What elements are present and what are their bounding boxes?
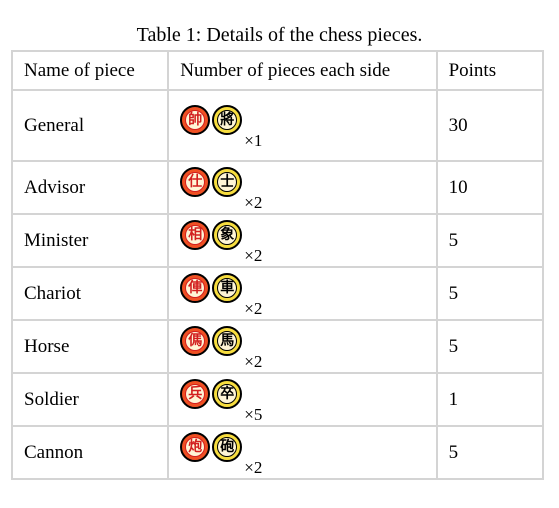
piece-points: 1 — [435, 372, 545, 427]
black-piece-icon: 士 — [212, 166, 243, 197]
black-piece-icon: 馬 — [212, 325, 243, 356]
piece-count: 俥車 ×2 — [167, 266, 438, 321]
header-name: Name of piece — [10, 50, 170, 91]
piece-name: Horse — [10, 319, 170, 374]
piece-points: 5 — [435, 425, 545, 480]
black-piece-icon: 砲 — [212, 431, 243, 462]
piece-multiplier: ×2 — [244, 192, 263, 212]
red-piece-icon: 兵 — [180, 378, 211, 409]
red-piece-icon: 相 — [180, 219, 211, 250]
piece-multiplier: ×2 — [244, 351, 263, 371]
black-piece-icon: 車 — [212, 272, 243, 303]
piece-count: 仕士 ×2 — [167, 160, 438, 215]
table-row: Minister 相象 ×2 5 — [10, 213, 545, 268]
piece-count: 帥將 ×1 — [167, 89, 438, 162]
piece-name: Chariot — [10, 266, 170, 321]
piece-name: Soldier — [10, 372, 170, 427]
red-piece-icon: 仕 — [180, 166, 211, 197]
piece-count: 傌馬 ×2 — [167, 319, 438, 374]
red-piece-icon: 俥 — [180, 272, 211, 303]
header-count: Number of pieces each side — [167, 50, 438, 91]
piece-name: Cannon — [10, 425, 170, 480]
red-piece-icon: 帥 — [180, 104, 211, 135]
header-points: Points — [435, 50, 545, 91]
piece-count: 炮砲 ×2 — [167, 425, 438, 480]
piece-points: 5 — [435, 213, 545, 268]
black-piece-icon: 卒 — [212, 378, 243, 409]
piece-count: 相象 ×2 — [167, 213, 438, 268]
table-row: Chariot 俥車 ×2 5 — [10, 266, 545, 321]
piece-points: 30 — [435, 89, 545, 162]
black-piece-icon: 將 — [212, 104, 243, 135]
chess-pieces-table: Name of piece Number of pieces each side… — [10, 50, 545, 480]
piece-name: Minister — [10, 213, 170, 268]
piece-name: General — [10, 89, 170, 162]
red-piece-icon: 傌 — [180, 325, 211, 356]
header-row: Name of piece Number of pieces each side… — [10, 50, 545, 91]
table-row: Cannon 炮砲 ×2 5 — [10, 425, 545, 480]
piece-multiplier: ×1 — [244, 130, 263, 150]
table-row: General 帥將 ×1 30 — [10, 89, 545, 162]
piece-multiplier: ×5 — [244, 404, 263, 424]
table-row: Horse 傌馬 ×2 5 — [10, 319, 545, 374]
black-piece-icon: 象 — [212, 219, 243, 250]
red-piece-icon: 炮 — [180, 431, 211, 462]
table-row: Soldier 兵卒 ×5 1 — [10, 372, 545, 427]
piece-multiplier: ×2 — [244, 298, 263, 318]
table-caption: Table 1: Details of the chess pieces. — [136, 24, 423, 46]
table-row: Advisor 仕士 ×2 10 — [10, 160, 545, 215]
piece-multiplier: ×2 — [244, 245, 263, 265]
piece-count: 兵卒 ×5 — [167, 372, 438, 427]
piece-points: 5 — [435, 266, 545, 321]
piece-multiplier: ×2 — [244, 457, 263, 477]
piece-name: Advisor — [10, 160, 170, 215]
piece-points: 5 — [435, 319, 545, 374]
piece-points: 10 — [435, 160, 545, 215]
